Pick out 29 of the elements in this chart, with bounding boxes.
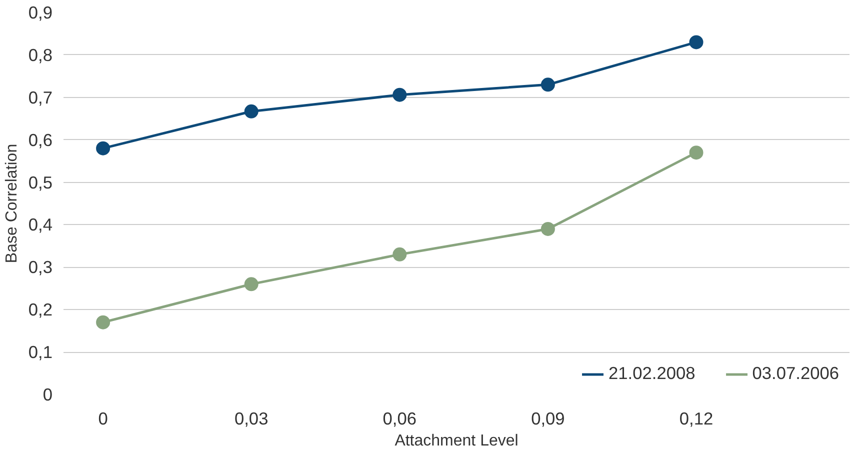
y-tick-label: 0,4 <box>28 214 53 235</box>
x-tick-label: 0,12 <box>679 408 714 428</box>
y-tick-label: 0,2 <box>28 300 53 320</box>
point <box>96 315 110 330</box>
point <box>392 247 407 262</box>
point <box>540 222 555 236</box>
point <box>244 104 258 118</box>
point <box>689 146 704 160</box>
point <box>96 141 110 156</box>
x-tick-label: 0 <box>98 408 108 428</box>
x-tick-label: 0,06 <box>382 408 417 428</box>
y-tick-label: 0 <box>42 384 53 404</box>
y-axis-title: Base Correlation <box>3 144 20 264</box>
point <box>244 277 258 292</box>
y-tick-label: 0,3 <box>28 257 53 278</box>
x-tick-label: 0,09 <box>531 408 565 428</box>
point <box>392 88 407 102</box>
point <box>540 78 555 92</box>
y-tick-label: 0,7 <box>28 87 53 108</box>
x-tick-label: 0,03 <box>234 408 268 428</box>
x-axis-title: Attachment Level <box>394 432 518 450</box>
y-tick-label: 0,6 <box>28 130 53 150</box>
y-tick-label: 0,5 <box>28 172 53 192</box>
y-tick-label: 0,8 <box>28 44 53 65</box>
y-tick-label: 0,9 <box>28 2 53 22</box>
legend-label: 03.07.2006 <box>752 363 839 384</box>
legend-label: 21.02.2008 <box>608 363 696 384</box>
point <box>689 35 704 50</box>
y-tick-label: 0,1 <box>28 342 53 362</box>
